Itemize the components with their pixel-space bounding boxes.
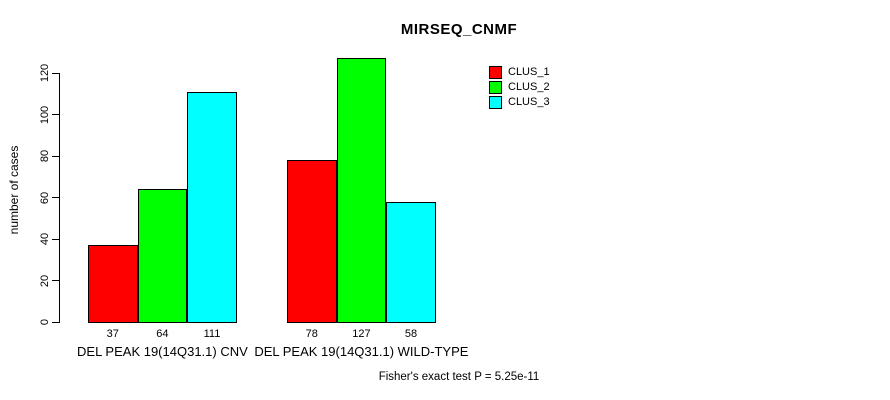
legend-swatch bbox=[489, 96, 502, 109]
bar-clus_1-group2 bbox=[287, 160, 337, 323]
bar-value-label: 58 bbox=[404, 328, 418, 340]
bar-value-label: 64 bbox=[156, 328, 169, 340]
legend-item: CLUS_1 bbox=[489, 65, 550, 80]
y-axis-tick bbox=[52, 72, 60, 74]
bar-value-label: 127 bbox=[352, 328, 371, 340]
category-label: DEL PEAK 19(14Q31.1) CNV bbox=[77, 344, 248, 359]
legend-label: CLUS_2 bbox=[508, 81, 550, 93]
legend-item: CLUS_3 bbox=[489, 95, 550, 110]
bar-clus_3-group1 bbox=[187, 91, 237, 323]
y-axis-label: number of cases bbox=[7, 145, 21, 235]
bar-clus_2-group2 bbox=[336, 58, 387, 323]
y-tick-label: 80 bbox=[39, 149, 51, 163]
y-axis-tick bbox=[52, 238, 60, 240]
legend-label: CLUS_1 bbox=[508, 66, 550, 78]
y-tick-label: 60 bbox=[39, 191, 51, 204]
y-axis-tick bbox=[52, 197, 60, 198]
y-axis-line bbox=[59, 73, 60, 323]
bar-clus_2-group1 bbox=[137, 189, 188, 323]
footnote: Fisher's exact test P = 5.25e-11 bbox=[378, 371, 540, 383]
y-axis-tick bbox=[52, 321, 60, 323]
bar-clus_3-group2 bbox=[386, 201, 436, 323]
legend-swatch bbox=[489, 66, 502, 79]
bar-clus_1-group1 bbox=[88, 245, 138, 323]
y-tick-label: 20 bbox=[39, 274, 51, 287]
bar-value-label: 78 bbox=[305, 328, 318, 340]
legend-item: CLUS_2 bbox=[489, 80, 550, 95]
legend-label: CLUS_3 bbox=[508, 96, 550, 108]
y-tick-label: 40 bbox=[39, 232, 51, 246]
y-axis-tick bbox=[52, 114, 60, 115]
y-tick-label: 100 bbox=[39, 105, 51, 124]
legend: CLUS_1 CLUS_2 CLUS_3 bbox=[489, 65, 550, 110]
y-axis-tick bbox=[52, 280, 60, 281]
y-tick-label: 0 bbox=[39, 318, 51, 326]
bar-value-label: 37 bbox=[106, 328, 119, 340]
legend-swatch bbox=[489, 81, 502, 94]
bar-value-label: 111 bbox=[203, 328, 221, 340]
category-label: DEL PEAK 19(14Q31.1) WILD-TYPE bbox=[254, 344, 469, 359]
chart-title: MIRSEQ_CNMF bbox=[400, 21, 518, 38]
y-axis-tick bbox=[52, 155, 60, 157]
y-tick-label: 120 bbox=[39, 63, 51, 83]
